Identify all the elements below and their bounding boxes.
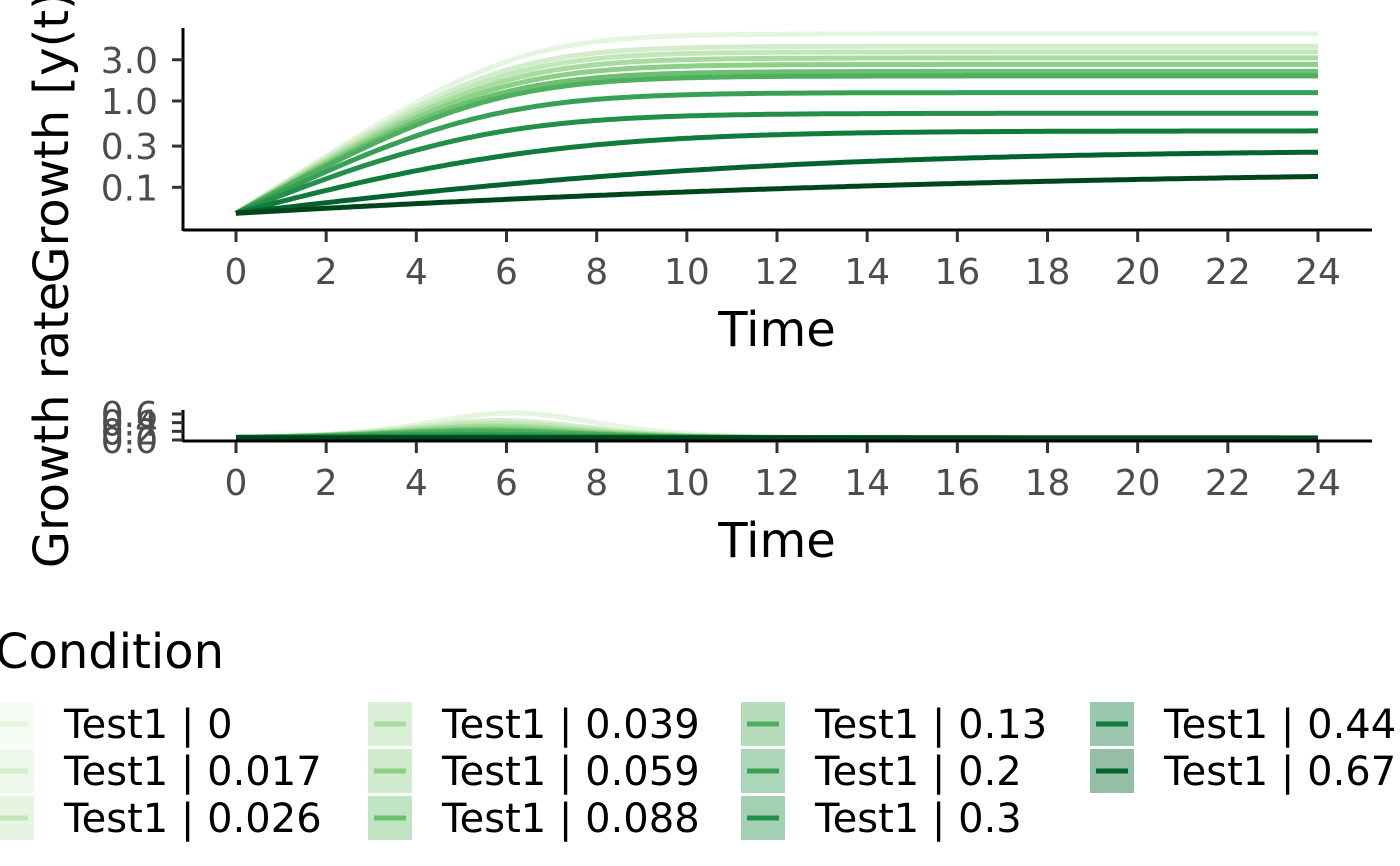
growth-y-axis-title: Growth [y(t)]	[24, 0, 80, 284]
rate-y-axis-title: Growth rate	[24, 282, 80, 569]
growth-y-tick-label-0: 0.1	[101, 168, 158, 209]
rate-x-tick-label-0: 0	[225, 463, 248, 504]
growth-series-line-6	[234, 73, 1318, 216]
rate-x-tick-label-10: 20	[1115, 463, 1161, 504]
growth-series-line-8	[235, 110, 1318, 216]
growth-rate-series-lines	[235, 410, 1318, 441]
rate-x-tick-label-9: 18	[1025, 463, 1071, 504]
growth-x-tick-label-5: 10	[664, 252, 710, 293]
growth-x-tick-label-4: 8	[585, 252, 608, 293]
rate-y-ticks: 0.00.20.40.6	[101, 395, 183, 462]
growth-x-tick-label-12: 24	[1295, 252, 1341, 293]
growth-x-tick-label-11: 22	[1205, 252, 1251, 293]
rate-x-axis-title: Time	[717, 513, 835, 569]
legend-label-1-1: Test1 | 0.059	[441, 749, 700, 795]
rate-x-tick-label-12: 24	[1295, 463, 1341, 504]
growth-x-tick-label-0: 0	[225, 252, 248, 293]
rate-y-tick-label-3: 0.6	[101, 395, 158, 436]
rate-y-tick-label-1: 0.2	[101, 412, 158, 453]
growth-series-line-0	[234, 31, 1318, 216]
growth-panel: 0.10.31.03.0 0 2 4 6 8 10 12 14 16 18 20 22 24 Time …	[24, 0, 1372, 358]
growth-x-tick-label-3: 6	[495, 252, 518, 293]
growth-x-ticks: 0 2 4 6 8 10 12 14 16 18 20 22 24	[225, 231, 1341, 293]
legend-label-3-0: Test1 | 0.44	[1163, 702, 1396, 748]
legend-label-2-0: Test1 | 0.13	[814, 702, 1047, 748]
rate-x-ticks: 0 2 4 6 8 10 12 14 16 18 20 22 24	[225, 442, 1341, 504]
rate-y-tick-label-0: 0.0	[101, 421, 158, 462]
growth-series-line-11	[235, 174, 1318, 216]
rate-x-tick-label-6: 12	[754, 463, 800, 504]
growth-x-tick-label-6: 12	[754, 252, 800, 293]
growth-x-tick-label-10: 20	[1115, 252, 1161, 293]
rate-x-tick-label-2: 4	[405, 463, 428, 504]
rate-x-tick-label-5: 10	[664, 463, 710, 504]
legend-label-3-1: Test1 | 0.67	[1163, 749, 1396, 795]
rate-x-tick-label-7: 14	[844, 463, 890, 504]
legend-label-2-1: Test1 | 0.2	[814, 749, 1022, 795]
legend-label-1-0: Test1 | 0.039	[441, 702, 700, 748]
growth-y-tick-label-3: 3.0	[101, 41, 158, 82]
rate-y-tick-label-2: 0.4	[101, 404, 158, 445]
legend-title: Condition	[0, 624, 224, 680]
growth-x-axis-title: Time	[717, 302, 835, 358]
growth-series-line-10	[235, 149, 1318, 216]
growth-y-tick-label-1: 0.3	[101, 127, 158, 168]
growth-rate-panel: 0.00.20.40.6 0 2 4 6 8 10 12 14 16 18 20 22 24 Time …	[24, 282, 1372, 569]
growth-series-line-4	[234, 61, 1318, 216]
legend-label-0-1: Test1 | 0.017	[63, 749, 322, 795]
growth-series-line-2	[234, 49, 1318, 216]
rate-x-tick-label-1: 2	[315, 463, 338, 504]
growth-series-line-1	[234, 43, 1318, 216]
growth-x-tick-label-2: 4	[405, 252, 428, 293]
growth-series-lines	[234, 31, 1318, 216]
growth-x-tick-label-7: 14	[844, 252, 890, 293]
growth-series-line-9	[235, 128, 1318, 216]
legend-label-0-0: Test1 | 0	[63, 702, 233, 748]
rate-x-tick-label-8: 16	[934, 463, 980, 504]
growth-series-line-7	[234, 90, 1318, 216]
growth-y-ticks: 0.10.31.03.0	[101, 41, 183, 209]
growth-y-tick-label-2: 1.0	[101, 82, 158, 123]
growth-x-tick-label-8: 16	[934, 252, 980, 293]
rate-x-tick-label-3: 6	[495, 463, 518, 504]
legend-label-0-2: Test1 | 0.026	[63, 796, 322, 842]
growth-series-line-5	[234, 68, 1318, 216]
legend-label-1-2: Test1 | 0.088	[441, 796, 700, 842]
growth-x-tick-label-1: 2	[315, 252, 338, 293]
rate-x-tick-label-4: 8	[585, 463, 608, 504]
growth-x-tick-label-9: 18	[1025, 252, 1071, 293]
legend-label-2-2: Test1 | 0.3	[814, 796, 1022, 842]
growth-series-line-3	[234, 55, 1318, 216]
rate-x-tick-label-11: 22	[1205, 463, 1251, 504]
